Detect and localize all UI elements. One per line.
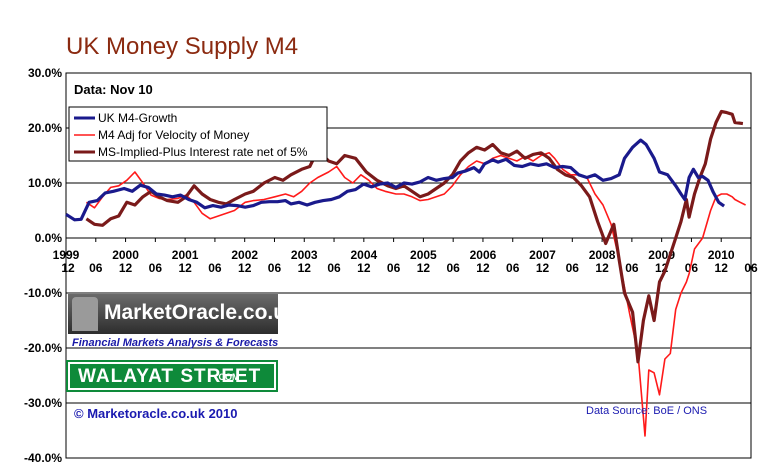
x-tick-month: 12 [119,261,133,275]
x-tick-month: 06 [387,261,401,275]
y-tick-label: -30.0% [24,396,62,410]
x-tick-month: 06 [744,261,758,275]
x-tick-month: 12 [357,261,371,275]
x-tick-month: 12 [476,261,490,275]
x-tick-month: 12 [417,261,431,275]
marketoracle-tagline: Financial Markets Analysis & Forecasts [72,337,279,349]
x-tick-month: 12 [595,261,609,275]
walayat-street-logo: WALAYAT STREET .COM [66,360,278,392]
y-tick-label: -40.0% [24,451,62,465]
x-tick-month: 12 [238,261,252,275]
x-tick-year: 2007 [529,248,556,262]
copyright-text: © Marketoracle.co.uk 2010 [74,406,238,421]
y-tick-label: 0.0% [35,231,63,245]
plot-area [65,72,752,459]
marketoracle-logo-text: MarketOracle.co.uk [104,301,298,324]
marketoracle-logo: MarketOracle.co.uk Financial Markets Ana… [68,294,298,354]
x-tick-year: 2002 [231,248,258,262]
bull-bear-icon [72,297,98,331]
x-tick-month: 06 [566,261,580,275]
data-source-text: Data Source: BoE / ONS [586,405,707,417]
walayat-street-text: WALAYAT STREET [78,366,262,387]
walayat-street-com: .COM [216,372,240,382]
x-tick-month: 06 [208,261,222,275]
legend-label: M4 Adj for Velocity of Money [98,128,249,142]
legend-label: MS-Implied-Plus Interest rate net of 5% [98,145,308,159]
x-tick-year: 2006 [470,248,497,262]
y-tick-label: 30.0% [28,66,62,80]
x-tick-month: 12 [298,261,312,275]
y-tick-label: -20.0% [24,341,62,355]
x-tick-month: 06 [685,261,699,275]
chart-title: UK Money Supply M4 [66,33,298,60]
y-axis: 30.0% 20.0% 10.0% 0.0% -10.0% -20.0% -30.0% -40… [24,66,62,465]
x-tick-month: 06 [506,261,520,275]
x-tick-year: 2000 [112,248,139,262]
x-tick-year: 2003 [291,248,318,262]
x-tick-month: 12 [61,261,75,275]
x-tick-year: 1999 [53,248,80,262]
data-date-note: Data: Nov 10 [74,82,153,97]
series-line-0 [65,138,726,222]
series-line-2 [85,109,744,364]
x-tick-year: 2010 [708,248,735,262]
x-tick-month: 06 [149,261,163,275]
x-tick-year: 2008 [589,248,616,262]
legend: UK M4-Growth M4 Adj for Velocity of Money… [68,106,328,162]
x-tick-month: 06 [625,261,639,275]
series-lines [65,109,746,437]
x-tick-month: 06 [268,261,282,275]
legend-label: UK M4-Growth [98,111,177,125]
y-tick-label: 20.0% [28,121,62,135]
x-tick-month: 12 [715,261,729,275]
x-tick-month: 12 [178,261,192,275]
x-tick-month: 06 [89,261,103,275]
series-line-1 [85,152,746,437]
y-tick-label: 10.0% [28,176,62,190]
x-tick-month: 12 [536,261,550,275]
x-tick-year: 2005 [410,248,437,262]
x-tick-month: 06 [446,261,460,275]
x-tick-year: 2004 [350,248,377,262]
y-tick-label: -10.0% [24,286,62,300]
x-tick-month: 06 [327,261,341,275]
x-tick-year: 2001 [172,248,199,262]
